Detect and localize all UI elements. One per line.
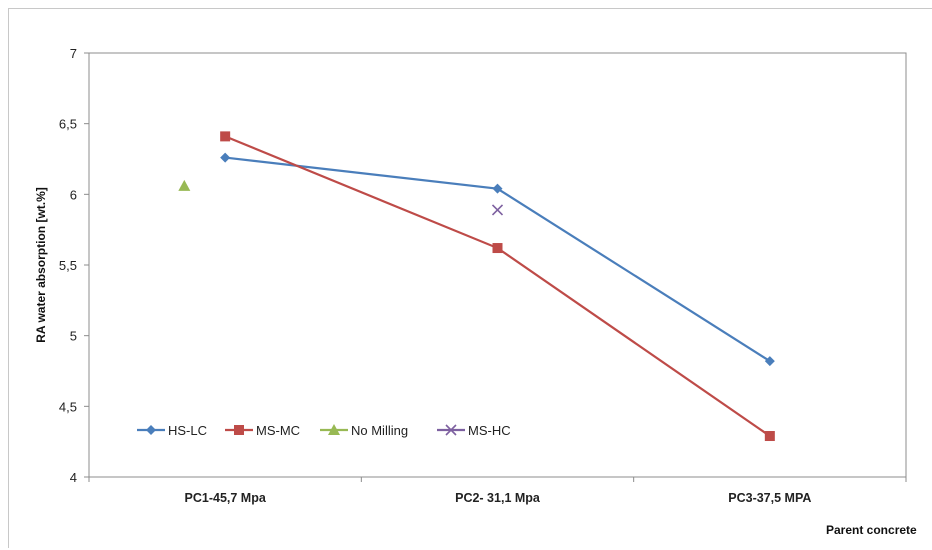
series-no-milling (178, 179, 191, 191)
data-point-marker (220, 131, 231, 142)
legend: HS-LC MS-MC No Milling MS-HC (137, 423, 511, 438)
legend-label: MS-MC (256, 423, 300, 438)
data-point-marker (492, 243, 503, 254)
series-hs-lc (220, 152, 775, 367)
legend-marker (328, 424, 340, 435)
y-tick-label: 6,5 (59, 117, 77, 132)
series-layer (178, 131, 775, 442)
data-point-marker (492, 183, 503, 194)
legend-label: HS-LC (168, 423, 207, 438)
data-point-marker (178, 179, 191, 191)
y-tick-label: 4 (70, 470, 77, 485)
x-category-label: PC3-37,5 MPA (728, 491, 811, 505)
y-tick-label: 5,5 (59, 258, 77, 273)
data-point-marker (491, 204, 504, 216)
y-tick-label: 6 (70, 187, 77, 202)
data-point-marker (764, 431, 775, 442)
y-tick-label: 4,5 (59, 399, 77, 414)
legend-label: No Milling (351, 423, 408, 438)
legend-marker (445, 424, 457, 436)
data-point-marker (764, 356, 775, 367)
series-ms-mc (220, 131, 775, 442)
y-tick-label: 5 (70, 329, 77, 344)
data-point-marker (220, 152, 231, 163)
chart-frame (8, 8, 932, 548)
y-axis: 4 4,5 5 5,5 6 6,5 7 (59, 46, 89, 485)
y-tick-label: 7 (70, 46, 77, 61)
legend-label: MS-HC (468, 423, 511, 438)
legend-marker (146, 425, 156, 435)
y-axis-title: RA water absorption [wt.%] (34, 187, 48, 343)
plot-area-border (88, 52, 907, 478)
x-axis-title: Parent concrete (826, 523, 917, 537)
legend-marker (234, 425, 244, 435)
x-axis: PC1-45,7 Mpa PC2- 31,1 Mpa PC3-37,5 MPA (88, 477, 907, 505)
x-category-label: PC2- 31,1 Mpa (455, 491, 541, 505)
series-ms-hc (491, 204, 504, 216)
x-category-label: PC1-45,7 Mpa (185, 491, 267, 505)
series-line (224, 135, 771, 437)
